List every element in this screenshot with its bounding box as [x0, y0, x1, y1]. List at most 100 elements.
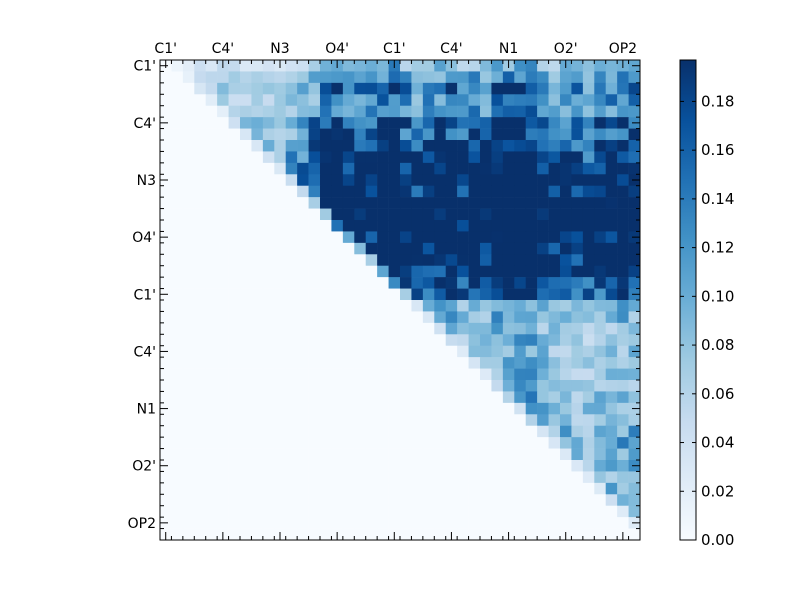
heatmap-cell [251, 162, 264, 175]
heatmap-cell [194, 242, 207, 255]
heatmap-cell [285, 460, 298, 472]
heatmap-cell [320, 380, 332, 392]
heatmap-cell [514, 208, 527, 221]
heatmap-cell [262, 231, 275, 244]
heatmap-cell [548, 528, 561, 541]
heatmap-cell [160, 185, 172, 198]
heatmap-cell [182, 345, 195, 358]
heatmap-cell [537, 185, 549, 198]
heatmap-cell [240, 471, 252, 484]
heatmap-cell [400, 94, 412, 107]
heatmap-cell [217, 425, 229, 438]
heatmap-cell [457, 208, 469, 221]
heatmap-cell [571, 94, 584, 107]
heatmap-cell [445, 414, 458, 427]
heatmap-cell [171, 71, 184, 84]
heatmap-cell [422, 460, 435, 472]
heatmap-cell [525, 380, 538, 392]
heatmap-cell [297, 288, 309, 301]
heatmap-cell [491, 448, 504, 461]
heatmap-cell [434, 117, 447, 129]
heatmap-cell [251, 368, 264, 381]
heatmap-cell [171, 357, 184, 369]
heatmap-cell [342, 151, 355, 164]
heatmap-cell [571, 517, 584, 529]
heatmap-cell [480, 448, 492, 461]
heatmap-cell [445, 471, 458, 484]
heatmap-cell [228, 117, 241, 129]
heatmap-cell [297, 391, 309, 404]
heatmap-cell [297, 82, 309, 95]
heatmap-cell [262, 448, 275, 461]
y-tick-label: O4' [132, 230, 156, 246]
heatmap-cell [205, 185, 218, 198]
heatmap-cell [434, 208, 447, 221]
heatmap-cell [628, 277, 641, 289]
heatmap-cell [217, 94, 229, 107]
heatmap-cell [457, 185, 469, 198]
heatmap-cell [205, 505, 218, 518]
heatmap-cell [297, 151, 309, 164]
heatmap-cell [251, 60, 264, 72]
heatmap-cell [571, 494, 584, 507]
heatmap-cell [480, 117, 492, 129]
heatmap-cell [308, 368, 321, 381]
heatmap-cell [262, 197, 275, 209]
heatmap-cell [285, 82, 298, 95]
heatmap-cell [171, 482, 184, 495]
heatmap-cell [422, 140, 435, 152]
heatmap-cell [320, 60, 332, 72]
heatmap-cell [308, 162, 321, 175]
heatmap-cell [228, 140, 241, 152]
heatmap-cell [582, 311, 595, 324]
heatmap-cell [548, 505, 561, 518]
heatmap-cell [434, 334, 447, 347]
heatmap-cell [285, 94, 298, 107]
heatmap-cell [605, 151, 618, 164]
heatmap-cell [537, 231, 549, 244]
heatmap-cell [411, 505, 424, 518]
heatmap-cell [628, 414, 641, 427]
heatmap-cell [217, 288, 229, 301]
heatmap-cell [262, 414, 275, 427]
heatmap-cell [297, 414, 309, 427]
heatmap-cell [400, 437, 412, 449]
colorbar-tick-label: 0.18 [701, 92, 734, 110]
heatmap-cell [617, 117, 629, 129]
heatmap-cell [537, 277, 549, 289]
heatmap-cell [457, 425, 469, 438]
heatmap-cell [182, 368, 195, 381]
heatmap-cell [594, 448, 607, 461]
heatmap-cell [194, 82, 207, 95]
heatmap-cell [171, 174, 184, 187]
heatmap-cell [251, 300, 264, 312]
heatmap-cell [480, 334, 492, 347]
heatmap-cell [285, 414, 298, 427]
heatmap-cell [331, 254, 344, 267]
heatmap-cell [171, 380, 184, 392]
heatmap-cell [434, 71, 447, 84]
heatmap-cell [251, 391, 264, 404]
heatmap-cell [285, 368, 298, 381]
heatmap-cell [480, 242, 492, 255]
heatmap-cell [320, 94, 332, 107]
heatmap-cell [182, 185, 195, 198]
heatmap-cell [491, 254, 504, 267]
heatmap-cell [377, 60, 389, 72]
heatmap-cell [228, 368, 241, 381]
heatmap-cell [617, 162, 629, 175]
heatmap-cell [308, 322, 321, 335]
heatmap-cell [171, 517, 184, 529]
heatmap-cell [285, 425, 298, 438]
heatmap-cell [480, 391, 492, 404]
heatmap-cell [605, 277, 618, 289]
heatmap-cell [560, 265, 572, 278]
heatmap-cell [617, 368, 629, 381]
heatmap-cell [320, 494, 332, 507]
heatmap-cell [171, 254, 184, 267]
heatmap-cell [491, 208, 504, 221]
heatmap-cell [457, 254, 469, 267]
heatmap-cell [331, 162, 344, 175]
heatmap-cell [560, 368, 572, 381]
x-tick-label: C4' [212, 41, 235, 57]
